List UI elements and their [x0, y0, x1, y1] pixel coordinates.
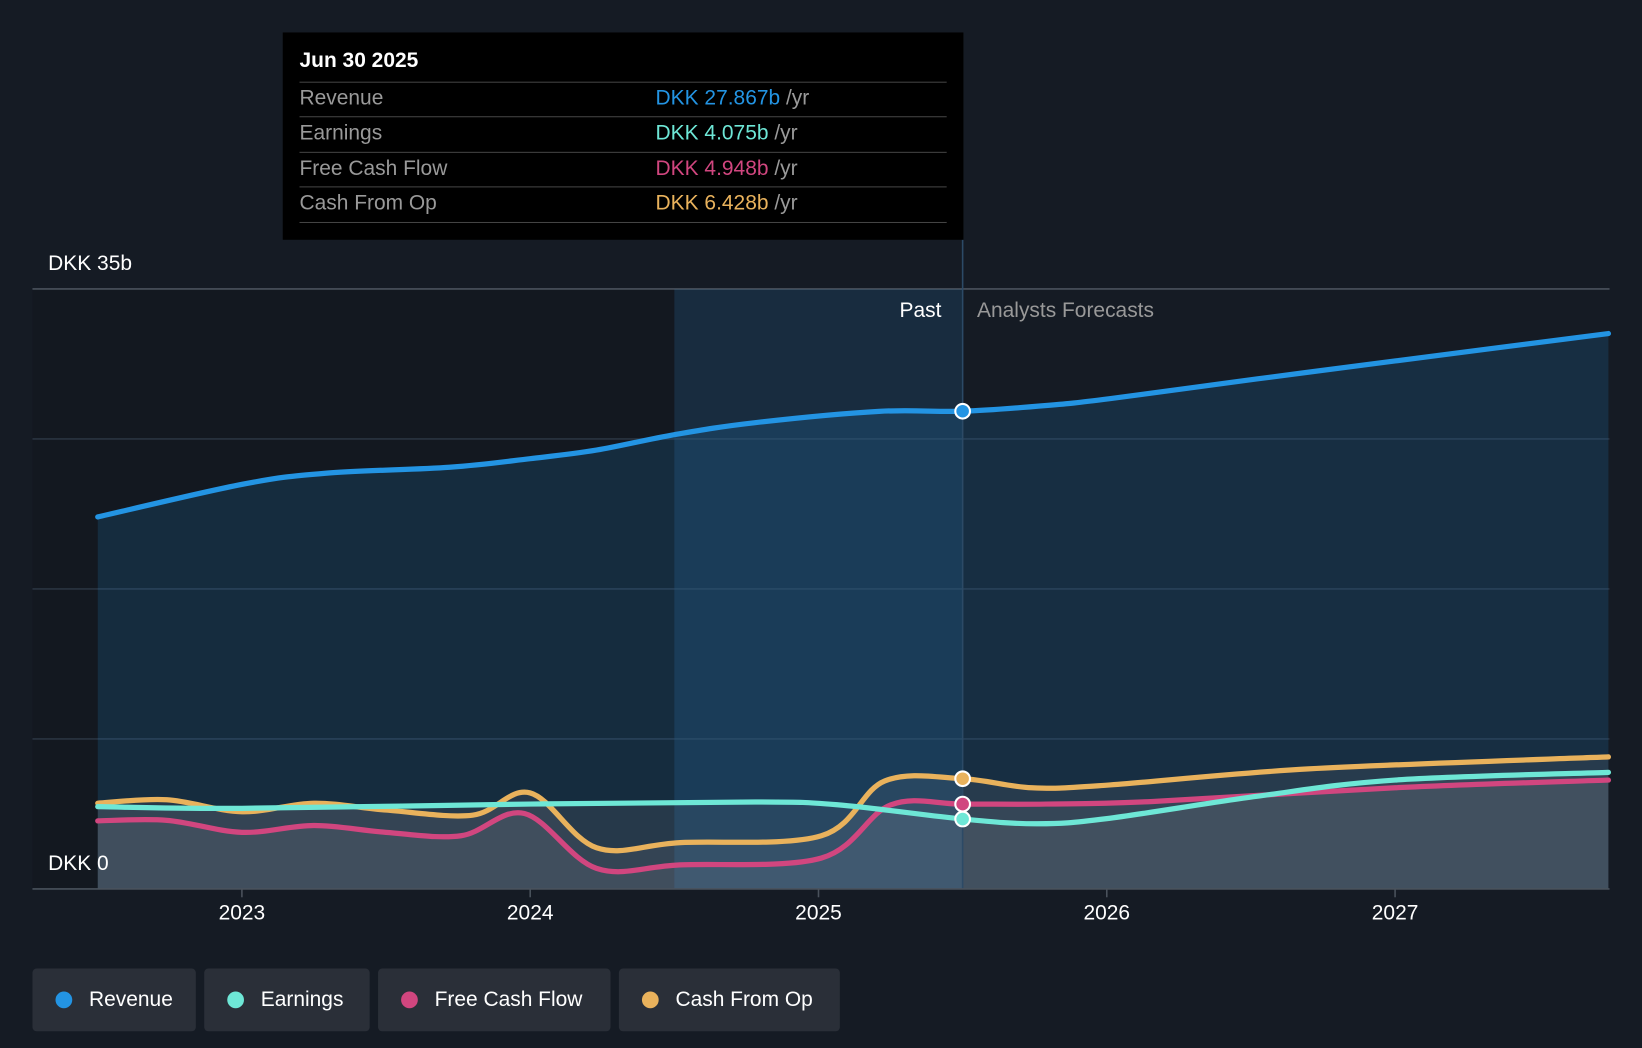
past-label: Past — [899, 299, 942, 323]
legend-free-cash-flow[interactable]: Free Cash Flow — [378, 968, 611, 1032]
marker-free-cash-flow — [954, 795, 972, 813]
tooltip-value: DKK 4.948b — [655, 157, 769, 181]
y-axis-top-label: DKK 35b — [48, 252, 133, 276]
tooltip-label: Revenue — [299, 86, 384, 110]
tooltip-unit: /yr — [774, 157, 798, 181]
legend-label: Earnings — [260, 988, 344, 1012]
tooltip-label: Free Cash Flow — [299, 157, 448, 181]
line-free-cash-flow — [95, 777, 1612, 875]
tooltip-unit: /yr — [774, 121, 798, 145]
y-axis-bottom-label: DKK 0 — [48, 852, 109, 876]
tooltip: Jun 30 2025 Revenue DKK 27.867b /yr Earni… — [282, 32, 964, 240]
tooltip-unit: /yr — [774, 191, 798, 215]
legend-dot-icon — [227, 991, 244, 1009]
legend-dot-icon — [401, 991, 418, 1009]
legend-label: Revenue — [89, 988, 173, 1012]
legend-dot-icon — [55, 991, 73, 1009]
tooltip-value: DKK 6.428b — [655, 191, 769, 215]
tooltip-label: Cash From Op — [299, 191, 437, 215]
area-cash-from-op — [97, 756, 1609, 889]
legend-label: Free Cash Flow — [434, 988, 583, 1012]
line-revenue — [95, 330, 1612, 520]
x-tick-label: 2024 — [506, 901, 554, 925]
legend-cash-from-op[interactable]: Cash From Op — [618, 968, 840, 1032]
line-earnings — [95, 769, 1612, 827]
legend-dot-icon — [641, 991, 659, 1009]
marker-cash-from-op — [954, 770, 972, 788]
legend-earnings[interactable]: Earnings — [204, 968, 370, 1032]
tooltip-row-fcf: Free Cash Flow DKK 4.948b /yr — [299, 151, 947, 188]
past-highlight-overlay — [674, 288, 963, 889]
x-tick-label: 2023 — [218, 901, 266, 925]
tooltip-row-revenue: Revenue DKK 27.867b /yr — [299, 81, 947, 118]
marker-revenue — [954, 402, 972, 420]
x-tick-label: 2027 — [1371, 901, 1419, 925]
area-revenue — [97, 333, 1609, 889]
x-tick-label: 2026 — [1083, 901, 1131, 925]
tooltip-row-cfo: Cash From Op DKK 6.428b /yr — [299, 186, 947, 222]
tooltip-date: Jun 30 2025 — [299, 49, 419, 73]
tooltip-row-earnings: Earnings DKK 4.075b /yr — [299, 116, 947, 152]
marker-earnings — [954, 810, 972, 828]
tooltip-value: DKK 4.075b — [655, 121, 769, 145]
forecast-label: Analysts Forecasts — [977, 299, 1154, 323]
legend-revenue[interactable]: Revenue — [32, 968, 196, 1032]
area-free-cash-flow — [97, 780, 1609, 889]
tooltip-value: DKK 27.867b — [655, 86, 781, 110]
x-tick-label: 2025 — [795, 901, 842, 925]
legend-label: Cash From Op — [675, 988, 813, 1012]
tooltip-unit: /yr — [785, 86, 810, 110]
line-cash-from-op — [95, 754, 1612, 854]
tooltip-label: Earnings — [299, 121, 383, 145]
